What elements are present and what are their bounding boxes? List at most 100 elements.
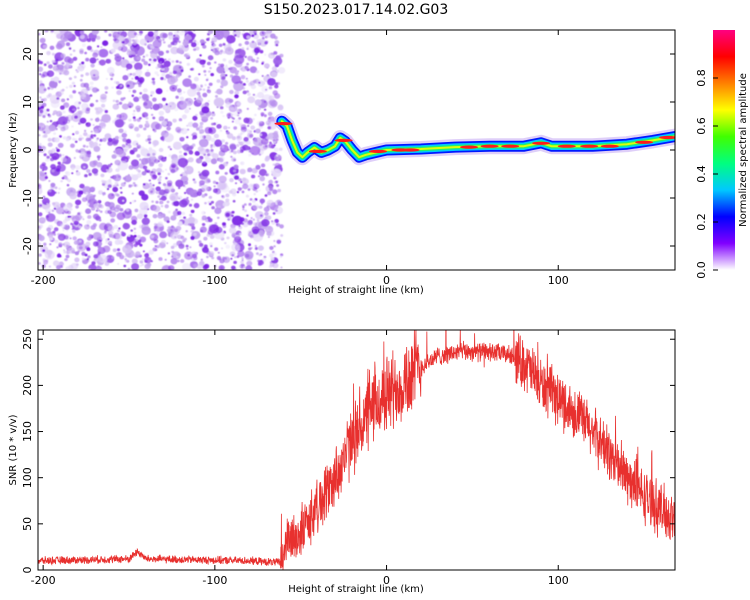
noise-speckle xyxy=(255,139,258,143)
noise-speckle xyxy=(145,54,149,57)
noise-speckle xyxy=(90,225,96,230)
noise-speckle xyxy=(38,235,45,242)
ridge-peak xyxy=(401,148,420,152)
noise-speckle xyxy=(152,140,159,146)
noise-speckle xyxy=(234,119,241,125)
noise-speckle xyxy=(233,126,238,130)
noise-speckle xyxy=(169,105,172,108)
noise-speckle xyxy=(90,130,93,133)
noise-speckle xyxy=(122,57,125,60)
noise-speckle xyxy=(139,146,145,151)
noise-speckle xyxy=(38,85,47,94)
noise-speckle xyxy=(121,144,126,148)
noise-speckle xyxy=(44,176,48,179)
noise-speckle xyxy=(90,134,94,137)
noise-speckle xyxy=(168,35,173,40)
noise-speckle xyxy=(152,103,160,111)
noise-speckle xyxy=(200,229,204,233)
noise-speckle xyxy=(238,178,242,182)
noise-speckle xyxy=(204,83,207,87)
noise-speckle xyxy=(69,53,73,56)
noise-speckle xyxy=(72,236,77,241)
ridge-peak xyxy=(334,138,353,142)
noise-speckle xyxy=(243,137,249,142)
noise-speckle xyxy=(163,41,166,44)
noise-speckle xyxy=(260,50,264,54)
noise-speckle xyxy=(197,171,201,174)
noise-speckle xyxy=(269,262,275,267)
noise-speckle xyxy=(72,191,75,194)
noise-speckle xyxy=(85,241,91,247)
noise-speckle xyxy=(267,111,273,116)
noise-speckle xyxy=(161,239,166,245)
noise-speckle xyxy=(269,246,274,250)
noise-speckle xyxy=(90,118,93,121)
noise-speckle xyxy=(60,223,66,229)
noise-speckle xyxy=(125,63,133,70)
noise-speckle xyxy=(78,240,82,243)
noise-speckle xyxy=(216,65,225,74)
noise-speckle xyxy=(139,158,142,161)
noise-speckle xyxy=(163,60,171,67)
noise-speckle xyxy=(240,130,245,135)
noise-speckle xyxy=(186,196,189,199)
noise-speckle xyxy=(40,105,44,109)
noise-speckle xyxy=(187,121,194,127)
noise-speckle xyxy=(62,154,65,157)
colorbar-tick-label: 0.8 xyxy=(695,69,708,87)
noise-speckle xyxy=(121,132,128,138)
noise-speckle xyxy=(242,222,249,228)
noise-speckle xyxy=(86,169,91,173)
noise-speckle xyxy=(39,37,46,44)
colorbar-tick-label: 0.0 xyxy=(695,261,708,279)
noise-speckle xyxy=(200,123,203,126)
noise-speckle xyxy=(257,175,261,178)
noise-speckle xyxy=(130,229,133,232)
noise-speckle xyxy=(136,108,140,112)
noise-speckle xyxy=(150,90,155,95)
noise-speckle xyxy=(43,134,48,138)
noise-speckle xyxy=(221,195,225,199)
noise-speckle xyxy=(42,197,50,205)
noise-speckle xyxy=(237,112,240,115)
noise-speckle xyxy=(158,257,163,261)
noise-speckle xyxy=(164,156,167,159)
noise-speckle xyxy=(157,62,163,69)
noise-speckle xyxy=(158,181,162,185)
noise-speckle xyxy=(85,72,90,76)
ridge-peak xyxy=(532,141,551,145)
spectrogram-noise xyxy=(38,30,286,270)
noise-speckle xyxy=(270,33,276,39)
noise-speckle xyxy=(230,113,234,116)
noise-speckle xyxy=(49,243,52,246)
noise-speckle xyxy=(134,208,139,213)
noise-speckle xyxy=(193,232,197,236)
noise-speckle xyxy=(259,198,265,204)
noise-speckle xyxy=(211,206,215,210)
noise-speckle xyxy=(251,34,255,37)
noise-speckle xyxy=(67,63,72,68)
noise-speckle xyxy=(152,116,156,120)
noise-speckle xyxy=(199,183,203,187)
noise-speckle xyxy=(107,164,112,168)
noise-speckle xyxy=(139,243,143,247)
noise-speckle xyxy=(158,57,165,64)
noise-speckle xyxy=(55,58,59,62)
noise-speckle xyxy=(246,214,249,217)
noise-speckle xyxy=(120,191,123,194)
noise-speckle xyxy=(177,221,183,226)
noise-speckle xyxy=(171,255,174,258)
spectrogram-ridge xyxy=(273,113,675,166)
noise-speckle xyxy=(164,258,167,261)
noise-speckle xyxy=(135,142,139,146)
noise-speckle xyxy=(220,247,224,250)
noise-speckle xyxy=(195,113,198,117)
noise-speckle xyxy=(48,189,52,193)
noise-speckle xyxy=(56,40,66,48)
noise-speckle xyxy=(51,169,55,173)
noise-speckle xyxy=(48,180,51,182)
noise-speckle xyxy=(226,35,236,44)
noise-speckle xyxy=(136,133,141,138)
noise-speckle xyxy=(171,201,177,206)
noise-speckle xyxy=(214,247,219,251)
